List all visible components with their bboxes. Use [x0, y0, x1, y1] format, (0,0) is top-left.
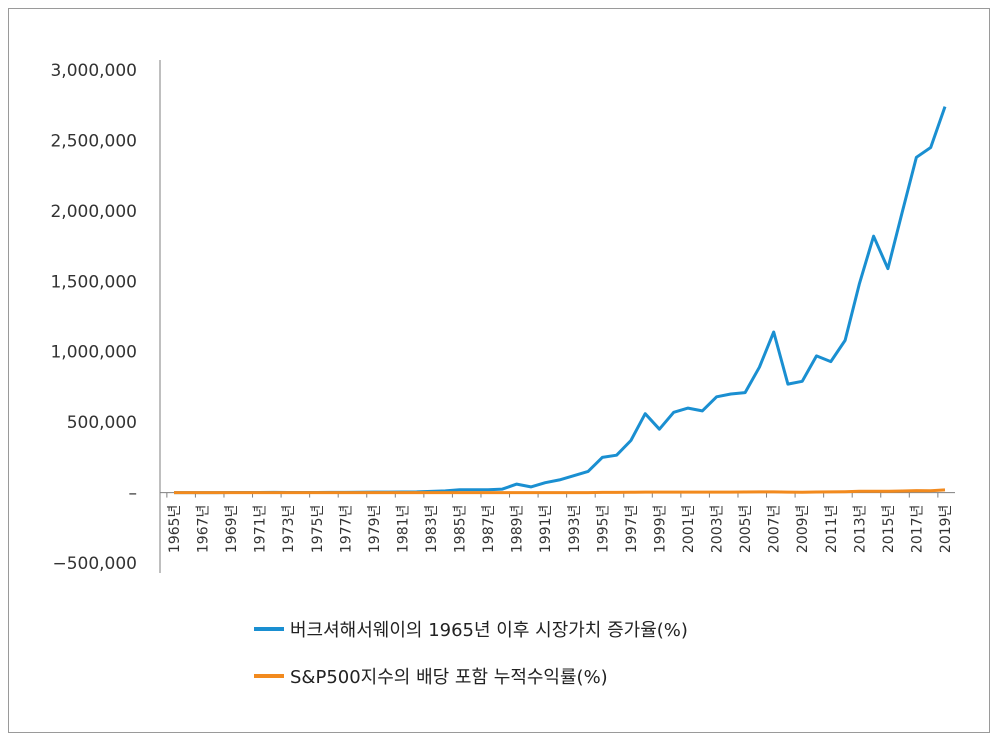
x-tick-label: 1979년: [367, 505, 383, 554]
x-tick-label: 2001년: [681, 505, 697, 554]
legend-label-2: S&P500지수의 배당 포함 누적수익률(%): [290, 667, 608, 688]
y-tick-label: −500,000: [52, 554, 137, 574]
x-tick-label: 2013년: [852, 505, 868, 554]
x-tick-label: 1965년: [167, 505, 183, 554]
x-tick-label: 1967년: [196, 505, 212, 554]
x-tick-label: 2019년: [938, 505, 954, 554]
x-tick-label: 1975년: [310, 505, 326, 554]
x-axis: 1965년 1967년 1969년 1971년 1973년 1975년 1977년 1979년…: [160, 492, 955, 554]
x-tick-label: 2011년: [824, 505, 840, 554]
x-tick-label: 1983년: [424, 505, 440, 554]
x-tick-label: 2007년: [767, 505, 783, 554]
x-tick-label: 1999년: [652, 505, 668, 554]
x-tick-label: 2009년: [795, 505, 811, 554]
x-tick-label: 2005년: [738, 505, 754, 554]
x-tick-label: 1997년: [624, 505, 640, 554]
y-tick-label: –: [129, 484, 138, 504]
series-line-1: [174, 106, 947, 495]
y-axis: 3,000,000 2,500,000 2,000,000 1,500,000 1,00…: [50, 60, 161, 574]
x-tick-label: 1969년: [224, 505, 240, 554]
y-tick-label: 1,000,000: [50, 343, 137, 363]
chart-frame: [8, 8, 990, 733]
y-tick-label: 2,000,000: [50, 202, 137, 222]
x-tick-label: 1995년: [595, 505, 611, 554]
x-tick-label: 2017년: [909, 505, 925, 554]
x-tick-label: 1991년: [538, 505, 554, 554]
legend-label-1: 버크셔해서웨이의 1965년 이후 시장가치 증가율(%): [290, 620, 688, 641]
y-tick-label: 3,000,000: [50, 61, 137, 81]
y-tick-label: 1,500,000: [50, 272, 137, 292]
x-tick-label: 1993년: [567, 505, 583, 554]
legend: 버크셔해서웨이의 1965년 이후 시장가치 증가율(%) S&P500지수의 배…: [254, 620, 688, 688]
x-tick-label: 1981년: [395, 505, 411, 554]
x-tick-label: 1973년: [281, 505, 297, 554]
series-line-2: [174, 488, 946, 495]
x-tick-label: 1987년: [481, 505, 497, 554]
x-tick-label: 1989년: [510, 505, 526, 554]
x-tick-label: 1977년: [338, 505, 354, 554]
y-tick-label: 2,500,000: [50, 131, 137, 151]
x-tick-label: 1971년: [253, 505, 269, 554]
y-tick-label: 500,000: [67, 413, 137, 433]
series-lines: [174, 106, 947, 495]
x-tick-label: 1985년: [453, 505, 469, 554]
x-tick-label: 2003년: [710, 505, 726, 554]
x-tick-label: 2015년: [881, 505, 897, 554]
